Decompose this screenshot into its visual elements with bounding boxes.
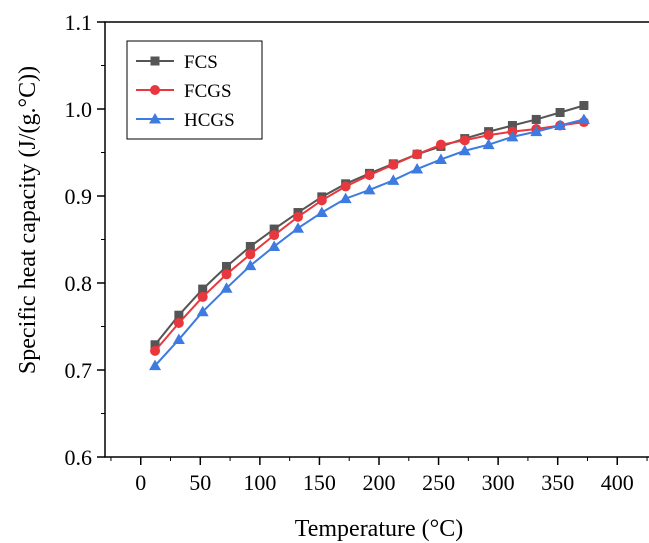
series-line-hcgs	[154, 118, 585, 367]
data-point-hcgs	[554, 119, 567, 131]
legend-label: HCGS	[184, 110, 235, 131]
data-point-fcs	[555, 107, 565, 117]
y-tick-label: 1.0	[65, 97, 93, 122]
legend-swatch-marker	[149, 113, 161, 124]
legend-label: FCS	[184, 52, 218, 73]
data-point-fcgs	[316, 195, 327, 206]
x-tick-label: 400	[601, 470, 634, 495]
data-point-fcgs	[388, 159, 399, 170]
data-point-fcgs	[245, 249, 256, 260]
series-line-fcs	[154, 104, 585, 346]
legend: FCS FCGS HCGS	[126, 40, 263, 140]
data-point-hcgs	[172, 333, 185, 345]
x-tick-label: 200	[363, 470, 396, 495]
data-point-fcgs	[412, 149, 423, 160]
data-point-fcs	[245, 241, 255, 251]
data-point-hcgs	[149, 359, 162, 371]
data-point-fcgs	[435, 139, 446, 150]
legend-item-fcs: FCS	[136, 52, 218, 73]
data-point-hcgs	[577, 113, 590, 124]
data-point-fcs	[269, 224, 279, 234]
plot-area	[149, 101, 590, 371]
x-tick-label: 0	[135, 470, 146, 495]
data-point-hcgs	[434, 153, 447, 164]
x-tick-label: 100	[243, 470, 276, 495]
data-point-fcgs	[221, 269, 232, 280]
x-tick-label: 300	[482, 470, 515, 495]
data-point-hcgs	[363, 183, 376, 195]
y-tick-label: 0.9	[65, 184, 93, 209]
x-tick-label: 150	[303, 470, 336, 495]
data-point-fcs	[150, 340, 160, 350]
data-point-hcgs	[387, 174, 400, 185]
data-point-hcgs	[482, 138, 495, 150]
series-line-fcgs	[154, 121, 585, 352]
data-point-fcgs	[150, 345, 161, 356]
data-point-fcgs	[269, 230, 280, 241]
legend-item-hcgs: HCGS	[136, 110, 235, 131]
data-point-fcs	[579, 101, 589, 111]
data-point-fcgs	[292, 211, 303, 222]
y-tick-label: 1.1	[65, 10, 93, 35]
data-point-hcgs	[315, 206, 328, 218]
data-point-hcgs	[506, 130, 519, 142]
data-point-fcgs	[483, 130, 494, 141]
axes: 0 50 100 150 200 250 300 350 400 0.6 0.7 0.8 0.9 1.0 1…	[65, 10, 649, 495]
data-point-fcs	[507, 121, 517, 131]
y-tick-label: 0.7	[65, 358, 93, 383]
data-point-fcs	[531, 114, 541, 124]
data-point-hcgs	[339, 192, 352, 204]
y-tick-label: 0.8	[65, 271, 93, 296]
x-tick-label: 50	[189, 470, 211, 495]
data-point-fcgs	[459, 135, 470, 146]
legend-swatch-marker	[150, 56, 160, 66]
x-axis-title: Temperature (°C)	[295, 516, 464, 542]
x-tick-label: 350	[541, 470, 574, 495]
y-axis-title: Specific heat capacity (J/(g.°C))	[15, 66, 41, 374]
data-point-hcgs	[530, 125, 543, 137]
legend-item-fcgs: FCGS	[136, 81, 232, 102]
data-point-hcgs	[411, 163, 424, 174]
x-tick-label: 250	[422, 470, 455, 495]
legend-swatch-marker	[150, 85, 160, 95]
data-point-hcgs	[196, 305, 209, 317]
data-point-hcgs	[268, 240, 281, 251]
data-point-fcgs	[340, 181, 351, 192]
data-point-hcgs	[220, 282, 233, 293]
data-point-fcgs	[173, 318, 184, 329]
data-point-fcgs	[364, 170, 375, 181]
data-point-fcs	[222, 261, 232, 271]
data-point-hcgs	[244, 259, 257, 271]
data-point-fcs	[198, 284, 208, 294]
legend-label: FCGS	[184, 81, 232, 102]
data-point-fcs	[174, 310, 184, 320]
data-point-hcgs	[291, 222, 304, 233]
data-point-hcgs	[458, 144, 471, 156]
data-point-fcgs	[197, 291, 208, 302]
y-tick-label: 0.6	[65, 445, 93, 470]
